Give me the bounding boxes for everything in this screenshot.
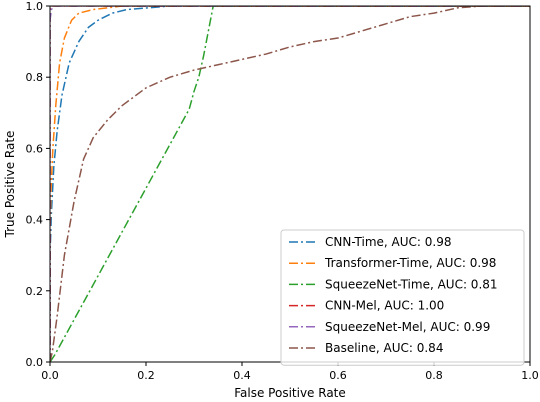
y-tick-label: 0.0 <box>26 356 44 369</box>
series-lines <box>50 6 530 362</box>
series-line-0 <box>50 6 530 362</box>
x-tick-label: 0.8 <box>425 369 443 382</box>
x-tick-label: 0.4 <box>233 369 251 382</box>
legend-item: SqueezeNet-Time, AUC: 0.81 <box>289 277 498 291</box>
legend-label: Baseline, AUC: 0.84 <box>325 341 443 355</box>
legend-label: SqueezeNet-Mel, AUC: 0.99 <box>325 320 490 334</box>
legend-label: Transformer-Time, AUC: 0.98 <box>324 256 496 270</box>
series-line-5 <box>50 6 530 362</box>
y-axis-label: True Positive Rate <box>3 131 17 239</box>
x-axis-ticks: 0.0 0.2 0.4 0.6 0.8 1.0 <box>41 362 539 382</box>
y-tick-label: 0.4 <box>26 214 44 227</box>
y-tick-label: 0.6 <box>26 142 44 155</box>
series-line-1 <box>50 6 530 362</box>
legend-box <box>280 229 525 366</box>
legend-item: SqueezeNet-Mel, AUC: 0.99 <box>289 320 490 334</box>
y-tick-label: 0.2 <box>26 285 44 298</box>
legend-item: Baseline, AUC: 0.84 <box>289 341 443 355</box>
y-tick-label: 1.0 <box>26 0 44 13</box>
y-axis-ticks: 0.0 0.2 0.4 0.6 0.8 1.0 <box>26 0 50 369</box>
legend-label: CNN-Mel, AUC: 1.00 <box>325 299 444 313</box>
legend-item: Transformer-Time, AUC: 0.98 <box>289 256 496 270</box>
x-tick-label: 0.0 <box>41 369 59 382</box>
series-line-2 <box>50 6 530 362</box>
legend-item: CNN-Mel, AUC: 1.00 <box>289 299 444 313</box>
x-tick-label: 0.6 <box>329 369 347 382</box>
legend-label: CNN-Time, AUC: 0.98 <box>325 235 452 249</box>
y-tick-label: 0.8 <box>26 71 44 84</box>
x-tick-label: 0.2 <box>137 369 155 382</box>
x-tick-label: 1.0 <box>521 369 539 382</box>
x-axis-label: False Positive Rate <box>234 386 346 400</box>
series-line-4 <box>50 6 530 362</box>
legend: CNN-Time, AUC: 0.98 Transformer-Time, AUC… <box>280 229 525 366</box>
legend-label: SqueezeNet-Time, AUC: 0.81 <box>325 277 498 291</box>
legend-item: CNN-Time, AUC: 0.98 <box>289 235 452 249</box>
